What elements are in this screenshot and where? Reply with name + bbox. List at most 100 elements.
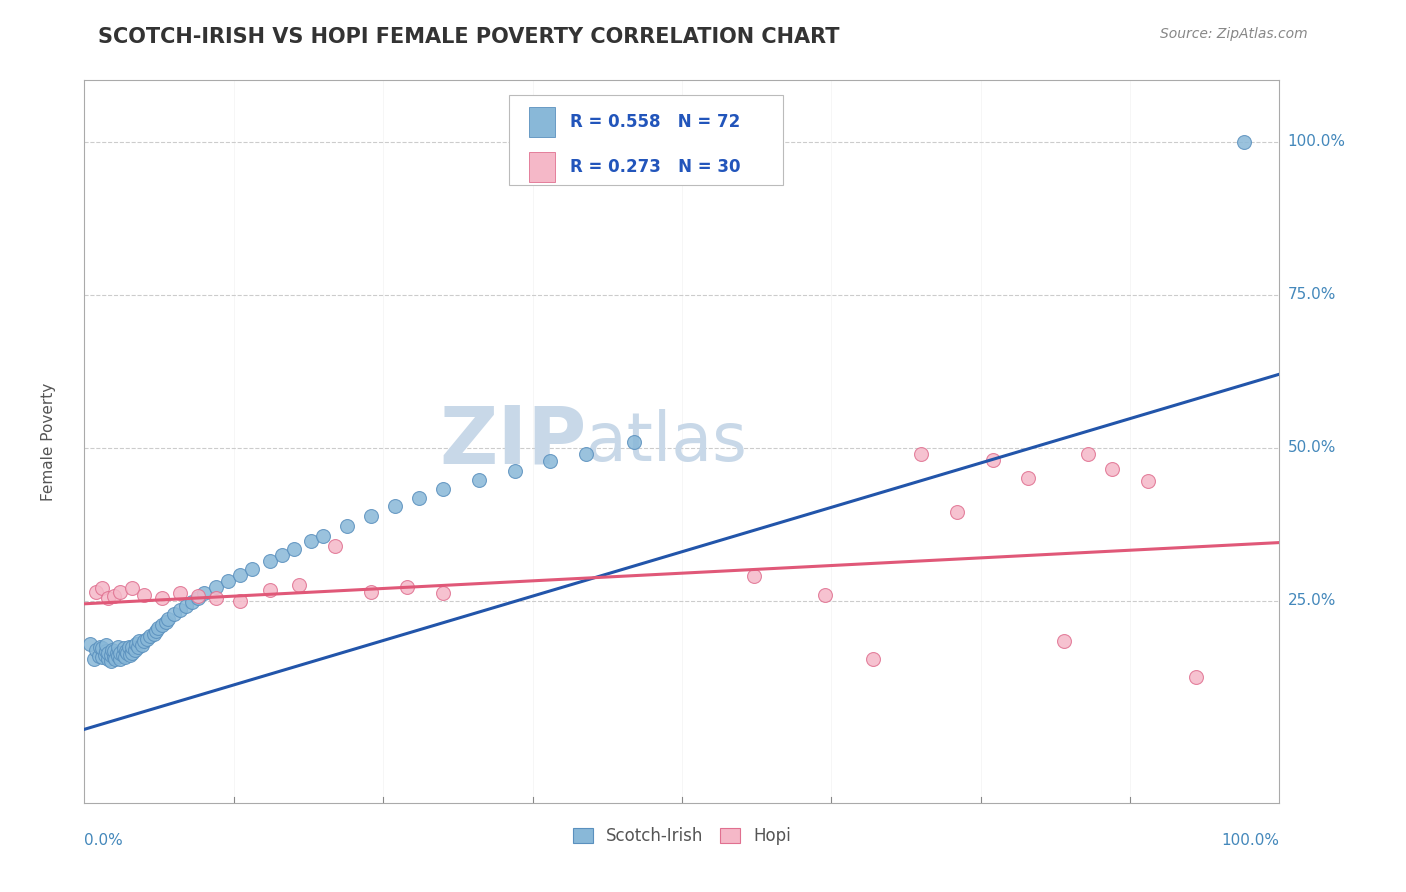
Point [217,574,239,589]
Point [205,591,228,605]
Text: atlas: atlas [586,409,747,475]
Point [86,642,108,657]
Point [981,453,1004,467]
Point [118,648,141,662]
Point [97,652,120,666]
Point [384,499,406,513]
Text: 100.0%: 100.0% [1288,134,1346,149]
Point [540,454,562,468]
Bar [529,152,555,182]
Point [103,589,125,603]
Text: R = 0.558   N = 72: R = 0.558 N = 72 [569,113,740,131]
Point [360,509,382,524]
Point [503,464,526,478]
Point [1018,471,1040,485]
Point [157,612,180,626]
Text: R = 0.273   N = 30: R = 0.273 N = 30 [569,158,740,176]
Point [259,582,281,597]
Point [575,447,598,461]
Point [1185,670,1208,684]
Text: Female Poverty: Female Poverty [41,383,56,500]
Point [97,646,120,660]
Point [283,541,305,556]
Point [135,632,157,646]
Point [270,548,292,562]
Point [1053,633,1076,648]
Point [187,589,209,603]
Point [100,648,122,662]
Point [325,539,347,553]
Point [145,624,167,639]
Point [229,568,252,582]
Point [93,648,115,662]
Point [97,591,120,605]
Point [360,584,382,599]
Text: 75.0%: 75.0% [1288,287,1336,302]
Point [91,650,114,665]
Point [91,641,114,656]
Point [121,646,143,660]
Point [468,473,491,487]
Point [91,582,114,596]
Point [110,646,132,660]
Point [87,648,110,663]
Point [193,586,215,600]
Point [103,644,125,658]
Point [86,584,108,599]
Point [89,640,111,654]
Point [114,650,136,665]
Text: 50.0%: 50.0% [1288,440,1336,455]
Point [83,652,105,666]
Point [312,529,335,543]
Point [121,582,143,596]
Point [107,640,129,654]
Point [105,646,128,660]
Point [623,434,645,449]
Text: SCOTCH-IRISH VS HOPI FEMALE POVERTY CORRELATION CHART: SCOTCH-IRISH VS HOPI FEMALE POVERTY CORR… [98,27,839,46]
Point [181,595,204,609]
Point [163,607,186,622]
Legend: Scotch-Irish, Hopi: Scotch-Irish, Hopi [572,827,792,845]
Text: 100.0%: 100.0% [1222,833,1279,848]
Point [117,640,139,654]
Point [121,640,143,654]
Point [174,599,197,613]
Point [432,586,454,600]
Point [132,588,156,602]
Point [1137,475,1160,489]
Point [1233,135,1256,149]
Point [946,505,969,519]
Point [1077,447,1099,461]
Point [336,519,359,533]
Point [128,633,150,648]
FancyBboxPatch shape [509,95,783,185]
Point [103,650,125,665]
Point [107,648,129,663]
Point [259,554,281,568]
Point [132,633,156,648]
Point [150,591,173,605]
Point [301,533,323,548]
Point [127,640,149,654]
Point [814,588,837,602]
Point [131,638,153,652]
Point [110,652,132,666]
Point [111,648,134,662]
Point [94,638,117,652]
Point [742,569,765,583]
Point [115,644,138,658]
Point [240,562,263,576]
Point [187,591,209,605]
Point [229,593,252,607]
Point [396,580,419,594]
Point [100,654,122,668]
Point [155,615,177,630]
Point [408,491,430,505]
Bar [529,107,555,137]
Point [142,627,165,641]
Point [150,618,173,632]
Point [432,483,454,497]
Point [1101,462,1123,476]
Point [288,578,311,592]
Text: Source: ZipAtlas.com: Source: ZipAtlas.com [1160,27,1308,41]
